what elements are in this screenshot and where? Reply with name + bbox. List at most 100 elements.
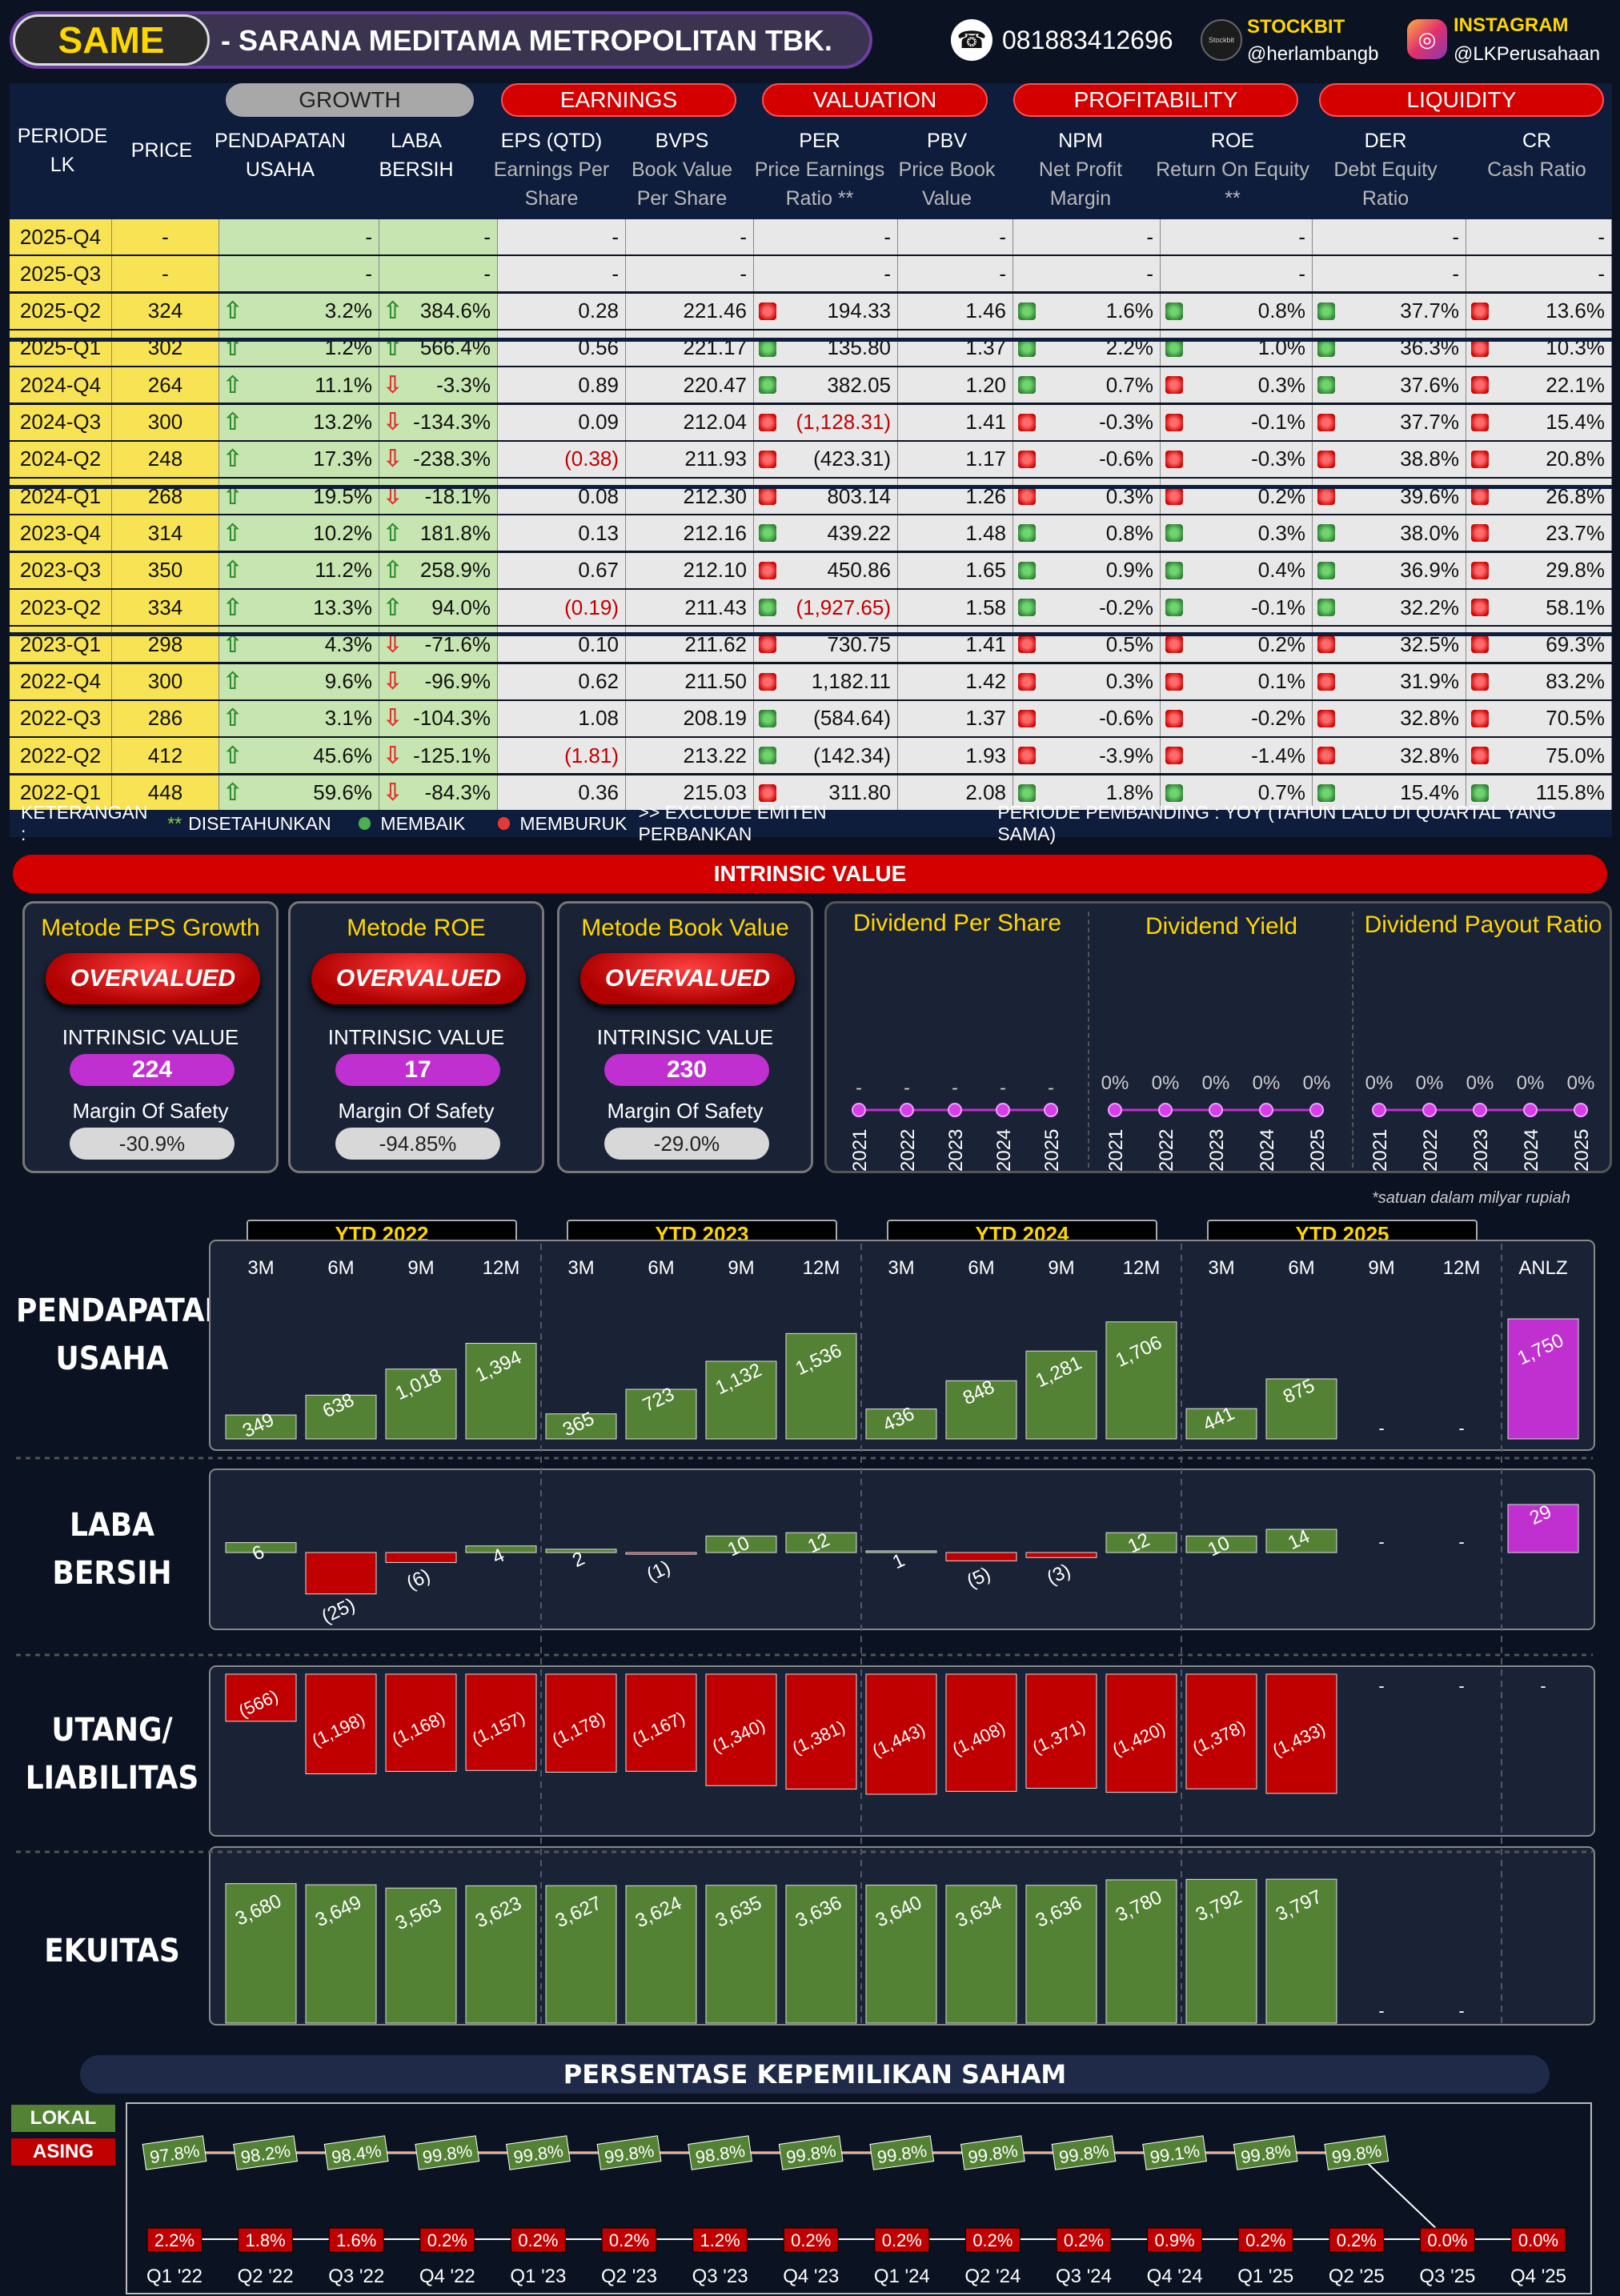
npm-cell: -3.9% bbox=[1013, 738, 1161, 774]
pbv-cell: 1.20 bbox=[898, 367, 1013, 403]
bvps-value: 211.43 bbox=[684, 595, 747, 619]
cr-value: 75.0% bbox=[1546, 743, 1605, 767]
bvps-value: 212.04 bbox=[683, 410, 747, 434]
memburuk-indicator-icon bbox=[759, 450, 776, 468]
pbv-cell: - bbox=[898, 219, 1013, 254]
eps-cell: (0.19) bbox=[498, 590, 626, 625]
rev-value: - bbox=[365, 224, 372, 249]
iv-label: INTRINSIC VALUE bbox=[62, 1025, 239, 1049]
ni-value: 258.9% bbox=[419, 558, 491, 583]
per-cell: (142.34) bbox=[754, 738, 898, 774]
data-bar bbox=[1265, 1673, 1337, 1794]
arrow-up-icon: ⇧ bbox=[223, 594, 243, 621]
arrow-down-icon: ⇩ bbox=[383, 779, 403, 806]
data-bar bbox=[545, 1673, 617, 1773]
der-value: - bbox=[1452, 261, 1459, 286]
npm-value: 0.7% bbox=[1105, 372, 1153, 397]
mos-value: -29.0% bbox=[604, 1128, 769, 1160]
financial-charts: 3M 6M 9M 12M 3M 6M 9M 12M 3M 6M 9M 12M 3M 6M 9M 12M ANLZ… bbox=[16, 1240, 1595, 2026]
price-cell: 264 bbox=[112, 367, 219, 403]
instagram-handle[interactable]: @LKPerusahaan bbox=[1454, 43, 1601, 65]
roe-cell: 0.3% bbox=[1161, 367, 1313, 403]
eps-cell: - bbox=[498, 256, 626, 292]
col-pbv-title: PBV bbox=[926, 130, 968, 152]
dividend-point bbox=[1422, 1103, 1437, 1117]
memburuk-indicator-icon bbox=[1018, 487, 1036, 506]
cr-cell: 83.2% bbox=[1466, 663, 1612, 699]
col-npm-sub: Net Profit Margin bbox=[1038, 158, 1123, 210]
membaik-indicator-icon bbox=[1018, 783, 1036, 802]
rev-value: 17.3% bbox=[313, 447, 372, 471]
data-bar bbox=[545, 1885, 617, 2024]
instagram-label: INSTAGRAM bbox=[1454, 14, 1569, 36]
dividend-point bbox=[900, 1103, 914, 1117]
status-badge: OVERVALUED bbox=[311, 953, 526, 1004]
rev-value: 13.3% bbox=[313, 595, 372, 619]
asing-value: 1.6% bbox=[336, 2230, 376, 2250]
roe-value: -0.2% bbox=[1251, 706, 1305, 731]
rev-cell: ⇧ 17.3% bbox=[219, 441, 379, 477]
data-bar bbox=[705, 1360, 777, 1440]
month-label: 12M bbox=[1443, 1257, 1481, 1279]
month-label: 9M bbox=[407, 1257, 434, 1279]
rev-value: 9.6% bbox=[324, 669, 372, 694]
membaik-indicator-icon bbox=[1165, 599, 1183, 616]
der-value: 38.0% bbox=[1400, 520, 1459, 545]
pbv-cell: 1.17 bbox=[898, 441, 1013, 477]
arrow-down-icon: ⇩ bbox=[383, 409, 403, 435]
dividend-point bbox=[1044, 1103, 1058, 1117]
arrow-up-icon: ⇧ bbox=[223, 371, 243, 399]
der-cell: 32.8% bbox=[1313, 738, 1466, 774]
periode-cell: 2024-Q2 bbox=[10, 441, 112, 477]
npm-cell: 0.9% bbox=[1013, 552, 1161, 588]
dividend-yield-title: Dividend Yield bbox=[1145, 913, 1298, 940]
data-bar bbox=[785, 1673, 857, 1790]
quarter-label: Q2 '22 bbox=[238, 2266, 294, 2287]
lokal-box bbox=[323, 2135, 389, 2170]
rev-cell: - bbox=[219, 219, 379, 254]
arrow-up-icon: ⇧ bbox=[383, 519, 403, 547]
memburuk-indicator-icon bbox=[1471, 709, 1489, 727]
memburuk-indicator-icon bbox=[1317, 450, 1335, 468]
bvps-cell: 212.16 bbox=[626, 515, 754, 551]
npm-cell: 0.7% bbox=[1013, 367, 1161, 403]
npm-value: 1.8% bbox=[1105, 780, 1153, 804]
eps-value: 0.89 bbox=[578, 372, 619, 397]
per-value: 1,182.11 bbox=[811, 669, 891, 694]
membaik-indicator-icon bbox=[1317, 561, 1335, 579]
dividend-point bbox=[1209, 1103, 1223, 1117]
anlz-label: ANLZ bbox=[1518, 1257, 1567, 1279]
rev-value: 59.6% bbox=[313, 780, 372, 804]
cr-cell: 70.5% bbox=[1466, 700, 1612, 736]
dividend-value: 0% bbox=[1303, 1072, 1331, 1094]
roe-cell: 0.4% bbox=[1161, 552, 1313, 588]
data-bar bbox=[1185, 1878, 1257, 2024]
asing-box bbox=[1056, 2227, 1112, 2253]
lokal-box bbox=[415, 2135, 480, 2170]
roe-cell: 0.8% bbox=[1161, 293, 1313, 329]
data-bar bbox=[625, 1388, 697, 1440]
pbv-cell: - bbox=[898, 256, 1013, 292]
col-periode: PERIODE LK bbox=[17, 125, 108, 176]
quarter-label: Q1 '23 bbox=[510, 2266, 566, 2287]
month-label: 12M bbox=[1123, 1257, 1161, 1279]
pbv-cell: 1.93 bbox=[898, 738, 1013, 774]
stockbit-handle[interactable]: @herlambangb bbox=[1247, 43, 1379, 65]
roe-value: 0.8% bbox=[1257, 299, 1305, 323]
der-value: 37.7% bbox=[1400, 410, 1459, 434]
pbv-value: 1.58 bbox=[965, 595, 1006, 619]
arrow-down-icon: ⇩ bbox=[383, 705, 403, 732]
arrow-up-icon: ⇧ bbox=[223, 668, 243, 695]
dividend-point bbox=[1158, 1103, 1173, 1117]
der-value: 32.8% bbox=[1400, 743, 1459, 767]
asing-value: 0.9% bbox=[1155, 2230, 1195, 2250]
pbv-cell: 2.08 bbox=[898, 775, 1013, 811]
per-cell: 135.80 bbox=[754, 330, 898, 366]
lokal-box bbox=[688, 2135, 753, 2170]
quarter-label: Q1 '25 bbox=[1237, 2266, 1293, 2287]
memburuk-indicator-icon bbox=[1018, 413, 1036, 431]
pbv-cell: 1.65 bbox=[898, 552, 1013, 588]
table-row: 2024-Q3 300 ⇧ 13.2% ⇩ -134.3% 0.09 212.04 (1,128… bbox=[10, 404, 1612, 440]
whatsapp-number[interactable]: 081883412696 bbox=[1002, 26, 1173, 54]
price-cell: 324 bbox=[112, 293, 219, 329]
